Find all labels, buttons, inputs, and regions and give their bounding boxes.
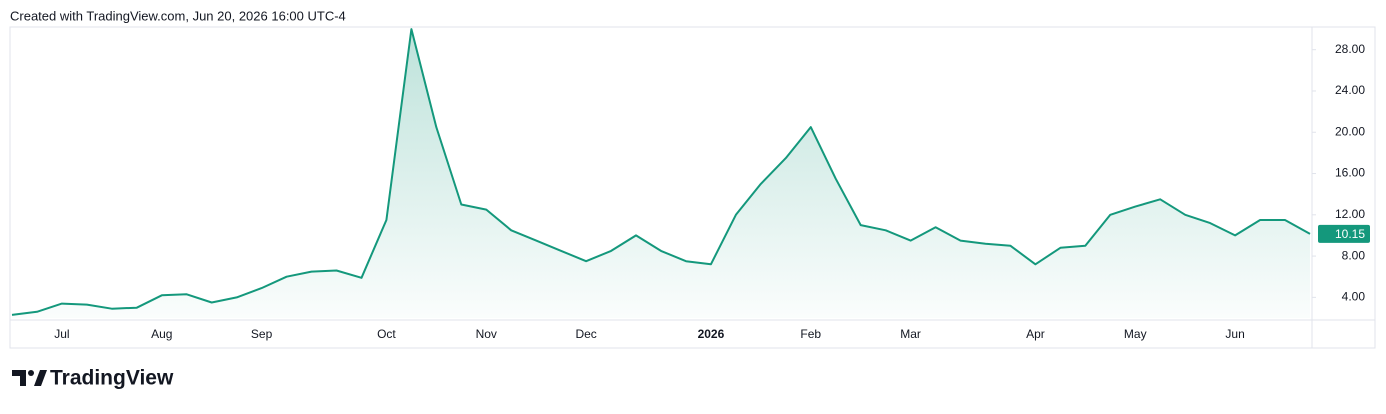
- y-tick-label: 8.00: [1342, 248, 1366, 262]
- y-tick-label: 28.00: [1335, 42, 1365, 56]
- x-tick-label: Sep: [251, 327, 273, 341]
- x-tick-label: Jul: [54, 327, 69, 341]
- x-tick-label: Jun: [1225, 327, 1244, 341]
- x-tick-label: May: [1124, 327, 1147, 341]
- x-tick-label: Dec: [575, 327, 596, 341]
- last-value-label: 10.15: [1335, 227, 1365, 241]
- x-tick-label: Mar: [900, 327, 921, 341]
- y-tick-label: 20.00: [1335, 124, 1365, 138]
- chart-title: Created with TradingView.com, Jun 20, 20…: [10, 8, 346, 23]
- y-tick-label: 24.00: [1335, 83, 1365, 97]
- x-tick-label: Aug: [151, 327, 172, 341]
- last-value-badge: [1318, 224, 1370, 243]
- line: [11, 28, 1311, 316]
- x-tick-label: Nov: [476, 327, 497, 341]
- chart-frame: [9, 26, 1376, 349]
- y-tick-label: 4.00: [1342, 290, 1366, 304]
- logo: [12, 370, 47, 386]
- y-tick-label: 12.00: [1335, 207, 1365, 221]
- x-tick-label: Apr: [1026, 327, 1045, 341]
- brand: TradingView: [50, 367, 174, 390]
- y-tick-label: 16.00: [1335, 166, 1365, 180]
- x-tick-label: Feb: [800, 327, 821, 341]
- area: [12, 29, 1310, 318]
- x-tick-label: 2026: [698, 327, 725, 341]
- x-tick-label: Oct: [377, 327, 396, 341]
